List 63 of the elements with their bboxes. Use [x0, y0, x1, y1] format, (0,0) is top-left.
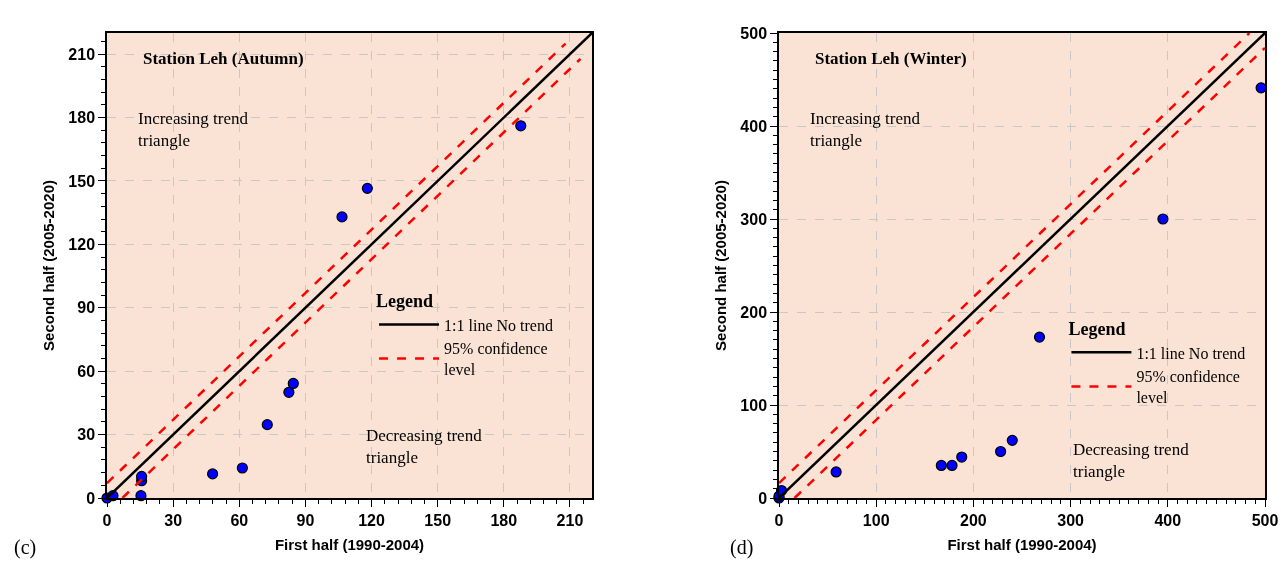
x-tick-label: 0	[774, 511, 784, 529]
y-tick-label: 0	[758, 489, 768, 507]
point	[1006, 434, 1018, 446]
point	[283, 386, 295, 398]
point	[830, 466, 842, 478]
point	[935, 459, 947, 472]
legend-title: Legend	[1068, 319, 1126, 340]
text: Station Leh (Autumn)	[143, 49, 304, 68]
text: (d)	[730, 536, 754, 559]
x-tick-label: 30	[164, 511, 183, 529]
x-axis-title: First half (1990-2004)	[274, 536, 425, 554]
point	[946, 459, 958, 472]
y-tick-label: 30	[77, 426, 96, 444]
x-tick-label: 180	[490, 511, 518, 529]
point	[995, 445, 1007, 458]
x-tick-label: 210	[556, 511, 584, 529]
x-axis-title: First half (1990-2004)	[947, 536, 1097, 554]
y-tick-label: 200	[740, 303, 768, 321]
y-tick-label: 100	[740, 396, 768, 414]
point	[515, 120, 527, 132]
legend-label: 1:1 line No trend	[444, 316, 553, 334]
x-tick-label: 150	[424, 511, 452, 529]
x-tick-label: 400	[1154, 511, 1182, 529]
y-tick-label: 210	[68, 45, 96, 63]
y-tick-label: 90	[77, 299, 96, 317]
y-tick-label: 400	[740, 117, 768, 135]
x-tick-label: 90	[296, 511, 315, 529]
x-tick-label: 0	[102, 511, 112, 529]
y-tick-label: 180	[68, 109, 96, 127]
point	[287, 377, 299, 390]
point	[261, 419, 273, 431]
y-tick-label: 0	[86, 489, 96, 507]
y-tick-label: 500	[740, 24, 768, 42]
x-tick-label: 200	[960, 511, 987, 529]
point	[207, 468, 219, 480]
point	[1033, 331, 1046, 343]
x-tick-label: 500	[1251, 511, 1279, 529]
legend-label: 95% confidence level	[1136, 368, 1240, 407]
y-tick-label: 300	[740, 210, 768, 228]
legend-title: Legend	[376, 291, 434, 312]
annotation: Decreasing trend triangle	[1073, 440, 1190, 482]
text: Station Leh (Winter)	[815, 49, 967, 68]
annotation: Decreasing trend triangle	[366, 426, 483, 468]
text: 1:1 line No trend	[1136, 344, 1246, 362]
x-tick-label: 60	[230, 511, 249, 529]
y-axis-title: Second half (2005-2020)	[40, 180, 58, 351]
text: (c)	[14, 536, 37, 559]
point	[361, 182, 373, 194]
point	[956, 451, 968, 463]
x-tick-label: 300	[1057, 511, 1085, 529]
y-tick-label: 120	[68, 235, 96, 253]
point	[336, 211, 348, 223]
y-axis-title: Second half (2005-2020)	[712, 180, 730, 351]
y-tick-label: 60	[77, 362, 96, 380]
annotation: Increasing trend triangle	[810, 109, 921, 151]
legend-label: 95% confidence level	[444, 340, 548, 379]
point	[236, 462, 248, 474]
point	[136, 470, 148, 483]
x-tick-label: 100	[862, 511, 890, 529]
annotation: Increasing trend triangle	[138, 109, 249, 151]
x-tick-label: 120	[358, 511, 385, 529]
y-tick-label: 150	[68, 172, 96, 190]
point	[1157, 213, 1169, 225]
